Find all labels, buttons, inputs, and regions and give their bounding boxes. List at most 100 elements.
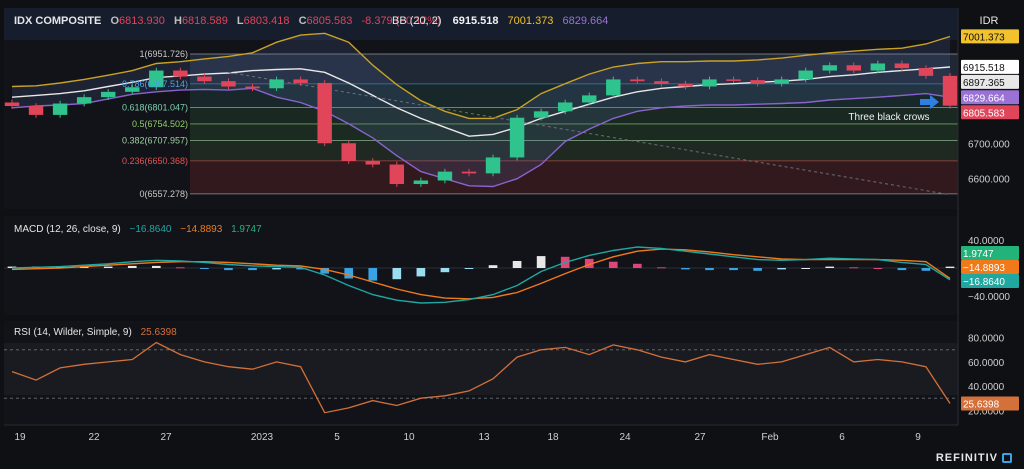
fib-zone (190, 160, 958, 194)
fib-zone (190, 140, 958, 161)
open-label: O (110, 15, 119, 27)
fib-label: 1(6951.726) (139, 49, 188, 59)
fib-label: 0.236(6650.368) (122, 156, 188, 166)
close-value: 6805.583 (307, 15, 353, 27)
time-tick-label: 10 (403, 432, 415, 443)
macd-tag-bg (961, 274, 1019, 288)
candle-body (582, 95, 597, 103)
price-tag-bg (961, 105, 1019, 120)
macd-pane[interactable] (4, 216, 958, 315)
fib-label: 0.382(6707.957) (122, 135, 188, 145)
macd-plot (4, 246, 958, 304)
macd-histogram-bar (103, 266, 113, 268)
macd-histogram-bar (272, 268, 281, 270)
candle-body (942, 75, 958, 106)
candle-body (269, 79, 284, 89)
macd-label: MACD (12, 26, close, 9) (14, 224, 121, 235)
macd-tag: −14.8893 (963, 263, 1005, 274)
low-value: 6803.418 (244, 15, 290, 27)
low-label: L (237, 15, 244, 27)
macd-tick-label: 40.0000 (968, 236, 1005, 247)
candle-body (870, 63, 886, 71)
time-tick-label: 9 (915, 432, 921, 443)
price-tag: 7001.373 (963, 32, 1005, 43)
time-tick-label: 19 (14, 432, 26, 443)
macd-histogram-bar (849, 267, 859, 269)
open-value: 6813.930 (119, 15, 165, 27)
rsi-legend: RSI (14, Wilder, Simple, 9) 25.6398 (14, 327, 177, 338)
candle-body (606, 79, 621, 96)
macd-histogram-bar (200, 268, 209, 269)
bb-mid-value: 6915.518 (453, 15, 499, 27)
time-tick-label: 24 (619, 432, 631, 443)
rsi-tick-label: 80.0000 (968, 334, 1005, 345)
price-pane[interactable]: 1(6951.726) 0.786(6867.514) 0.618(6801.047… (4, 8, 958, 209)
brand-name: REFINITIV (935, 452, 998, 464)
candle-body (654, 81, 669, 84)
rsi-line (11, 341, 951, 414)
fib-label: 0.786(6867.514) (122, 79, 188, 89)
candlesticks (4, 60, 958, 187)
macd-histogram-bar (440, 268, 450, 273)
macd-histogram-bar (584, 258, 594, 268)
candle-body (678, 83, 693, 87)
macd-line (11, 246, 951, 304)
close-label: C (299, 15, 307, 27)
candle-body (317, 82, 332, 144)
candle-body (702, 79, 717, 87)
candle-body (630, 79, 645, 82)
macd-histogram-bar (151, 265, 161, 268)
time-tick-label: 22 (88, 432, 100, 443)
fib-label: 0.618(6801.047) (122, 102, 188, 112)
macd-histogram-bar (777, 268, 786, 270)
candle-body (100, 91, 116, 98)
histogram-value: 1.9747 (231, 224, 262, 235)
fib-labels: 1(6951.726) 0.786(6867.514) 0.618(6801.047… (122, 49, 188, 199)
candle-body (894, 63, 910, 69)
price-legend: IDX COMPOSITE O6813.930 H6818.589 L6803.… (14, 15, 999, 27)
macd-tag: 1.9747 (963, 249, 994, 260)
macd-histogram-bar (921, 268, 931, 271)
bb-lower-line (11, 87, 951, 188)
brand-mark-icon (1002, 453, 1012, 463)
candle-body (4, 102, 20, 107)
candle-body (509, 117, 525, 158)
macd-histogram-bar (296, 268, 305, 270)
rsi-tag: 25.6398 (963, 399, 1000, 410)
currency-label: IDR (980, 15, 999, 27)
candle-body (76, 97, 92, 104)
price-tag-bg (961, 90, 1019, 105)
svg-text:IDX COMPOSITE O6813.930: IDX COMPOSITE O6813.930 H6818.589 L6803.… (14, 15, 441, 27)
rsi-tick-label: 40.0000 (968, 382, 1005, 393)
fib-zone (190, 107, 958, 124)
macd-histogram-bar (368, 268, 378, 281)
time-tick-label: 5 (334, 432, 340, 443)
price-tick-label: 6700.000 (968, 139, 1010, 150)
axes: 6700.000 6600.000 7001.373 6915.518 6897.365… (14, 29, 1019, 443)
bollinger-bands (11, 32, 951, 188)
macd-histogram-bar (127, 265, 137, 268)
pattern-annotation: Three black crows (848, 95, 939, 123)
macd-histogram-bar (633, 263, 642, 268)
macd-histogram-bar (176, 267, 185, 269)
macd-histogram-bar (320, 268, 329, 274)
candle-body (822, 65, 837, 71)
high-value: 6818.589 (182, 15, 228, 27)
macd-histogram-bar (753, 268, 762, 271)
bb-middle-line (11, 66, 951, 137)
candle-body (461, 171, 477, 174)
time-tick-label: 27 (694, 432, 706, 443)
candle-body (726, 79, 741, 81)
candle-body (798, 70, 813, 80)
candle-body (389, 164, 405, 185)
macd-tag-bg (961, 260, 1019, 274)
candle-body (557, 102, 573, 112)
macd-histogram-bar (801, 268, 811, 269)
price-tick-label: 6600.000 (968, 175, 1010, 186)
annotation-text: Three black crows (848, 112, 929, 123)
price-tag-bg (961, 74, 1019, 89)
macd-histogram-bar (825, 266, 835, 268)
rsi-pane[interactable] (4, 321, 958, 424)
macd-histogram-bar (681, 268, 690, 270)
candle-body (437, 171, 453, 181)
